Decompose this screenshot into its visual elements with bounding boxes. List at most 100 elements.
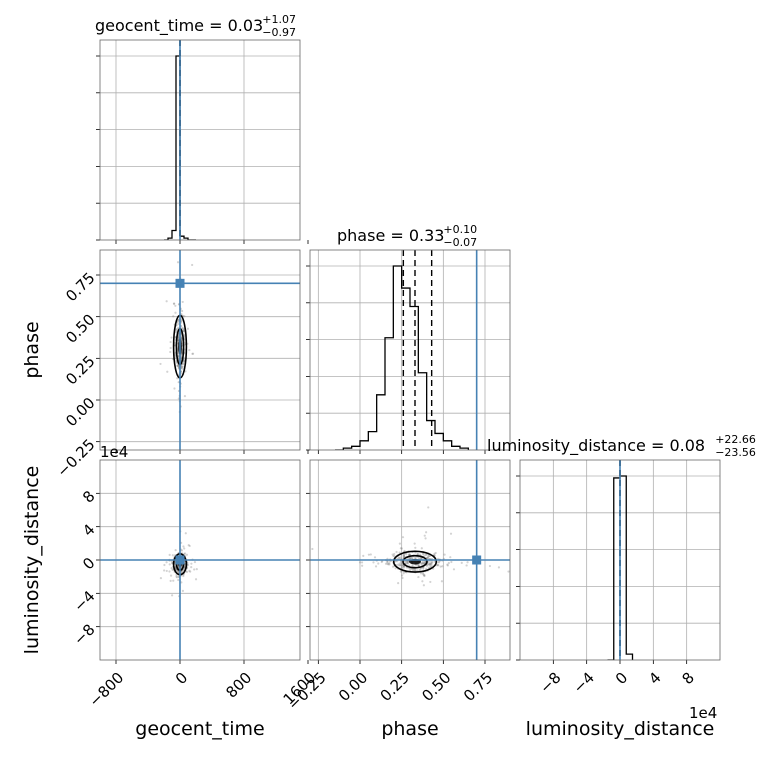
sample-point [399, 561, 403, 565]
sample-point [423, 554, 426, 557]
sample-point [422, 562, 425, 565]
sample-point [169, 574, 173, 577]
sample-point [185, 553, 188, 556]
title-minus-error: −0.07 [443, 236, 477, 249]
sample-point [188, 569, 191, 572]
sample-point [416, 569, 419, 572]
y-axis-label-phase: phase [21, 321, 43, 378]
sample-point [405, 553, 408, 556]
sample-point [407, 553, 411, 556]
sample-point [420, 562, 423, 565]
sample-point [397, 564, 401, 567]
title-text: phase = 0.33 [337, 226, 444, 245]
x-tick-label: 8 [679, 669, 698, 688]
sample-point [419, 572, 423, 575]
x-tick-label: 800 [222, 669, 255, 702]
sample-point [497, 566, 501, 569]
sample-point [403, 553, 406, 556]
sample-point [188, 348, 191, 352]
panel-title-luminosity_distance: luminosity_distance = 0.08 +22.66−23.56 [487, 433, 756, 459]
sample-point [440, 580, 443, 583]
panel-geocent_time-vs-geocent_time [96, 39, 309, 244]
sample-point [169, 340, 172, 344]
sample-point [169, 346, 172, 350]
sample-point [507, 570, 510, 573]
sample-point [421, 561, 424, 565]
sample-point [181, 309, 184, 313]
sample-point [175, 328, 178, 331]
panel-frame [99, 39, 301, 241]
sample-point [180, 581, 183, 584]
sample-point [437, 561, 441, 564]
sample-point [165, 569, 168, 573]
sample-point [159, 362, 162, 366]
sample-point [422, 562, 425, 565]
x-axis-label-geocent_time: geocent_time [135, 718, 264, 740]
sample-point [180, 337, 183, 340]
sample-point [384, 562, 388, 565]
title-plus-error: +1.07 [262, 13, 296, 26]
sample-point [369, 553, 372, 556]
sample-point [181, 367, 184, 370]
sample-point [185, 570, 189, 573]
panel-frame [519, 459, 721, 661]
sample-point [163, 569, 166, 572]
sample-point [449, 556, 452, 559]
sample-point [398, 542, 401, 545]
sample-point [400, 566, 403, 569]
sample-point [421, 560, 424, 563]
sample-point [413, 542, 416, 545]
histogram-phase [335, 265, 469, 450]
sample-point [169, 579, 172, 583]
sample-point [466, 561, 469, 564]
sample-point [433, 560, 436, 563]
panel-frame [99, 249, 301, 451]
sample-point [180, 335, 183, 338]
sample-point [411, 568, 415, 571]
sample-point [388, 562, 391, 565]
sample-point [430, 562, 433, 565]
sample-point [429, 562, 433, 566]
sample-point [452, 568, 456, 571]
x-tick-label: 0.50 [418, 669, 454, 705]
sample-point [360, 561, 364, 564]
sample-point [414, 568, 417, 571]
sample-point [372, 561, 375, 564]
sample-point [189, 570, 192, 573]
sample-point [373, 556, 377, 559]
sample-point [427, 563, 430, 566]
sample-point [177, 337, 180, 340]
sample-point [396, 563, 399, 566]
sample-point [393, 552, 396, 556]
sample-point [401, 576, 404, 580]
sample-point [374, 565, 378, 568]
sample-point [488, 564, 492, 568]
sample-point [170, 567, 173, 570]
sample-point [406, 562, 410, 565]
sample-point [402, 554, 405, 557]
sample-point [425, 553, 428, 557]
sample-point [170, 561, 174, 564]
sample-point [180, 337, 183, 340]
sample-point [465, 564, 468, 567]
sample-point [441, 565, 444, 568]
sample-point [416, 552, 419, 556]
sample-point [191, 263, 194, 267]
sample-point [388, 563, 391, 566]
sample-point [397, 556, 400, 560]
sample-point [427, 566, 430, 569]
sample-point [402, 566, 406, 569]
sample-point [422, 566, 425, 570]
sample-point [181, 365, 184, 368]
sample-point [175, 575, 178, 578]
sample-point [401, 564, 404, 567]
sample-point [423, 573, 426, 577]
panel-frame [309, 459, 511, 661]
sample-point [426, 557, 429, 560]
sample-point [436, 564, 439, 567]
panel-title-geocent_time: geocent_time = 0.03 +1.07−0.97 [95, 13, 296, 39]
sample-point [423, 574, 426, 578]
sample-point [413, 569, 416, 572]
sample-point [437, 564, 440, 567]
y-tick-label: 0.25 [62, 352, 98, 388]
